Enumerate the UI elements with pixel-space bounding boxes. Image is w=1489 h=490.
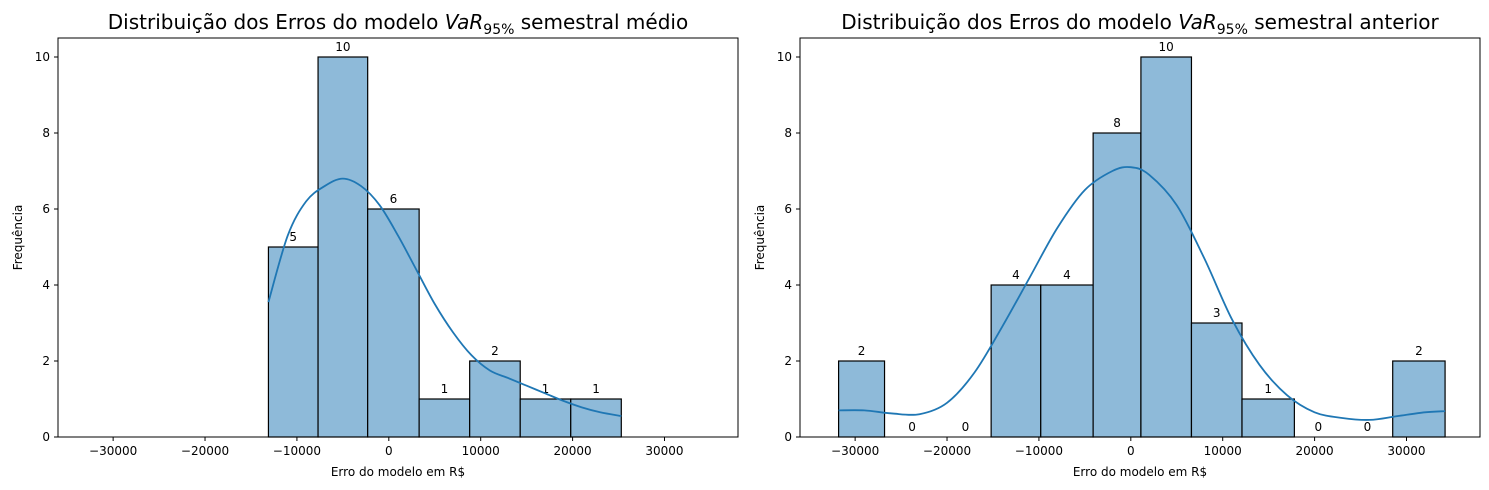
x-tick-label: 10000 bbox=[1204, 444, 1242, 458]
bar-count-label: 1 bbox=[1264, 382, 1272, 396]
plot-frame bbox=[57, 37, 739, 438]
title-var: VaR bbox=[445, 10, 484, 34]
bar-count-label: 2 bbox=[858, 344, 866, 358]
bar-count-label: 0 bbox=[1314, 420, 1322, 434]
chart-panel-1: 5 10 6 1 2 1 1 −30000 −20000 −10000 0 10000 20000 300… bbox=[11, 10, 739, 479]
y-tick-label: 4 bbox=[42, 278, 50, 292]
bar-count-label: 0 bbox=[962, 420, 970, 434]
bar-count-label: 1 bbox=[441, 382, 449, 396]
y-tick-label: 4 bbox=[784, 278, 792, 292]
histogram-bar bbox=[570, 398, 622, 438]
x-axis-label: Erro do modelo em R$ bbox=[331, 465, 465, 479]
bar-count-label: 0 bbox=[1364, 420, 1372, 434]
bar-count-label: 1 bbox=[542, 382, 550, 396]
y-tick-label: 0 bbox=[42, 430, 50, 444]
y-tick-label: 6 bbox=[784, 202, 792, 216]
bar-count-label: 10 bbox=[335, 40, 350, 54]
plot-frame bbox=[799, 37, 1481, 438]
bar-count-label: 2 bbox=[491, 344, 499, 358]
x-axis-label: Erro do modelo em R$ bbox=[1073, 465, 1207, 479]
bar-count-label: 4 bbox=[1012, 268, 1020, 282]
x-tick-label: 20000 bbox=[554, 444, 592, 458]
bar-count-label: 10 bbox=[1159, 40, 1174, 54]
title-var: VaR bbox=[1178, 10, 1217, 34]
title-text: Distribuição dos Erros do modelo bbox=[108, 10, 445, 34]
bar-count-label: 2 bbox=[1415, 344, 1423, 358]
y-tick-label: 10 bbox=[777, 50, 792, 64]
title-subscript: 95% bbox=[483, 22, 514, 38]
x-tick-label: −30000 bbox=[89, 444, 137, 458]
histogram-bar bbox=[519, 398, 572, 438]
bar-count-label: 4 bbox=[1063, 268, 1071, 282]
histogram-bar bbox=[990, 284, 1042, 438]
histogram-bar bbox=[267, 246, 319, 438]
y-tick-label: 10 bbox=[35, 50, 50, 64]
chart-title: Distribuição dos Erros do modelo VaR95% … bbox=[841, 10, 1439, 38]
histogram-bar bbox=[837, 360, 886, 438]
x-tick-label: −20000 bbox=[923, 444, 971, 458]
bar-count-label: 8 bbox=[1113, 116, 1121, 130]
x-tick-label: 30000 bbox=[1387, 444, 1425, 458]
x-tick-label: −30000 bbox=[831, 444, 879, 458]
histogram-bar bbox=[1392, 360, 1446, 438]
y-tick-label: 8 bbox=[784, 126, 792, 140]
y-axis-label: Frequência bbox=[11, 205, 25, 271]
y-tick-label: 2 bbox=[784, 354, 792, 368]
kde-curve bbox=[267, 177, 622, 417]
y-tick-label: 2 bbox=[42, 354, 50, 368]
histogram-bar bbox=[1241, 398, 1295, 438]
x-tick-label: 20000 bbox=[1296, 444, 1334, 458]
histogram-bar bbox=[418, 398, 471, 438]
histogram-bar bbox=[317, 56, 369, 438]
chart-title: Distribuição dos Erros do modelo VaR95% … bbox=[108, 10, 688, 38]
histogram-bar bbox=[1190, 322, 1243, 438]
title-subscript: 95% bbox=[1217, 22, 1248, 38]
y-tick-label: 0 bbox=[784, 430, 792, 444]
title-text: Distribuição dos Erros do modelo bbox=[841, 10, 1178, 34]
y-axis-label: Frequência bbox=[753, 205, 767, 271]
histogram-bar bbox=[1140, 56, 1193, 438]
title-suffix: semestral médio bbox=[514, 10, 688, 34]
bar-count-label: 0 bbox=[908, 420, 916, 434]
histogram-bar bbox=[367, 208, 420, 438]
bar-count-label: 6 bbox=[390, 192, 398, 206]
bar-count-label: 5 bbox=[289, 230, 297, 244]
x-tick-label: −20000 bbox=[181, 444, 229, 458]
y-tick-label: 6 bbox=[42, 202, 50, 216]
bar-count-label: 3 bbox=[1213, 306, 1221, 320]
x-tick-label: 0 bbox=[385, 444, 393, 458]
x-tick-label: −10000 bbox=[273, 444, 321, 458]
kde-curve bbox=[838, 166, 1446, 421]
y-tick-label: 8 bbox=[42, 126, 50, 140]
histogram-bar bbox=[1040, 284, 1094, 438]
x-tick-label: 10000 bbox=[462, 444, 500, 458]
x-tick-label: 30000 bbox=[645, 444, 683, 458]
histogram-bar bbox=[1092, 132, 1142, 438]
x-tick-label: 0 bbox=[1127, 444, 1135, 458]
x-tick-label: −10000 bbox=[1015, 444, 1063, 458]
title-suffix: semestral anterior bbox=[1248, 10, 1440, 34]
bar-count-label: 1 bbox=[592, 382, 600, 396]
